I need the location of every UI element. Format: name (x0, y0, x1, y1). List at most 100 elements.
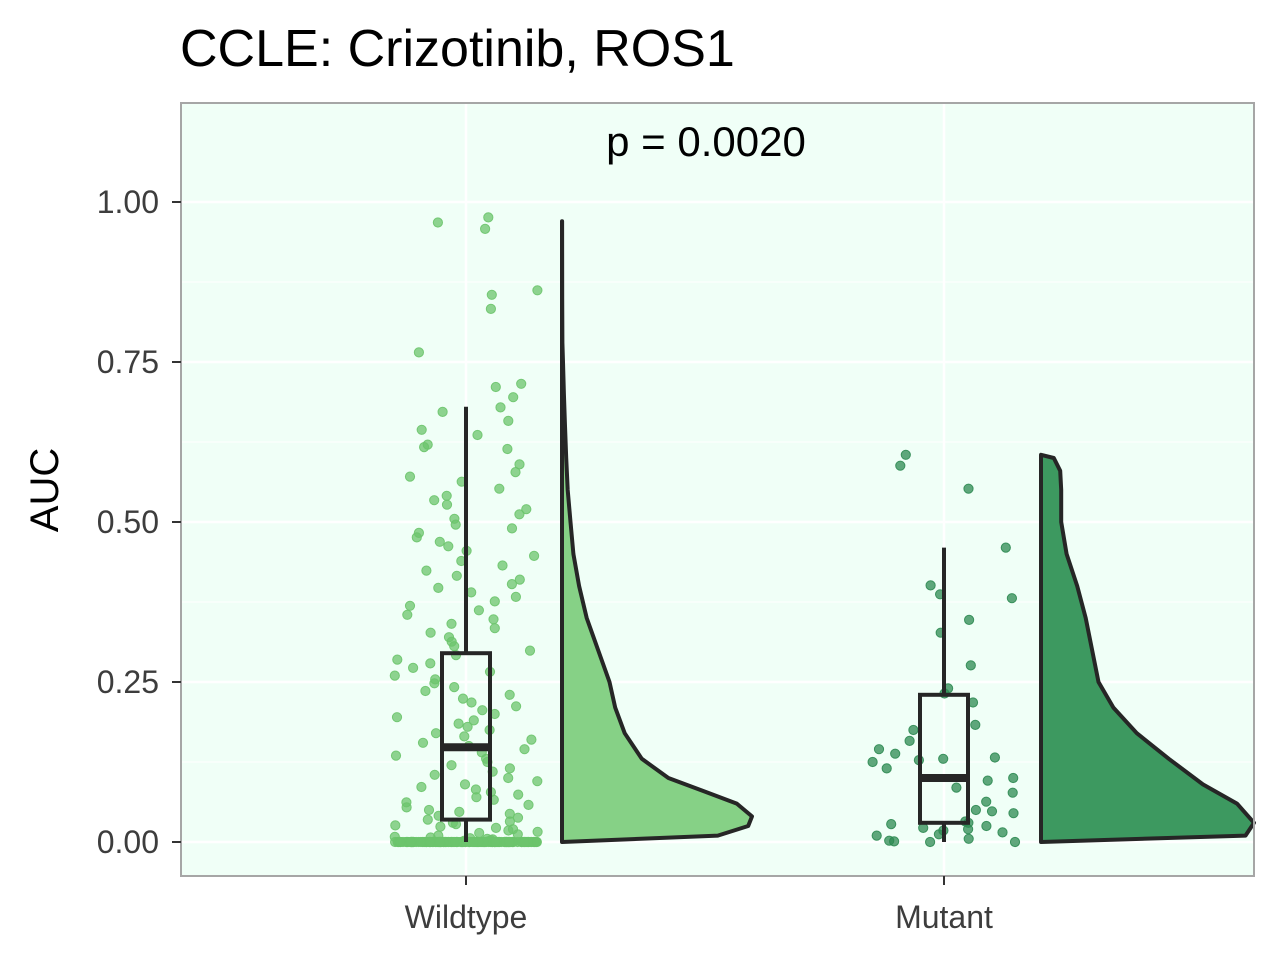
data-point (490, 381, 501, 393)
data-point (489, 596, 500, 607)
data-point (430, 728, 442, 739)
data-point (963, 833, 974, 844)
x-tick-label: Mutant (895, 899, 993, 935)
iqr-box (440, 651, 492, 822)
data-point (453, 718, 464, 729)
data-point (503, 772, 514, 784)
data-point (429, 769, 440, 780)
data-point (523, 799, 534, 811)
data-point (951, 782, 962, 793)
data-point (389, 670, 400, 681)
data-point (415, 836, 426, 848)
data-point (425, 658, 436, 669)
data-point (417, 737, 429, 748)
data-point (908, 724, 919, 736)
data-point (531, 836, 542, 848)
data-point (485, 303, 496, 314)
data-point (964, 614, 975, 626)
data-point (416, 781, 427, 793)
data-point (437, 406, 448, 417)
y-tick-label: 1.00 (97, 184, 159, 220)
data-point (502, 443, 513, 455)
data-point (1009, 836, 1021, 848)
data-point (486, 289, 497, 300)
density-violin (1039, 452, 1256, 844)
y-tick-label: 0.75 (97, 344, 159, 380)
data-point (938, 753, 949, 764)
data-point (981, 820, 992, 832)
data-point (521, 504, 532, 515)
data-point (459, 731, 470, 742)
data-point (989, 752, 1001, 763)
data-point (881, 763, 892, 774)
y-axis-label: AUC (23, 448, 67, 532)
data-point (519, 836, 530, 848)
data-point (526, 734, 537, 745)
y-tick-label: 0.00 (97, 824, 159, 860)
data-point (405, 836, 416, 848)
data-point (873, 744, 885, 755)
data-point (416, 424, 427, 435)
data-point (490, 822, 502, 834)
data-point (981, 796, 992, 807)
data-point (423, 804, 435, 816)
data-point (413, 347, 424, 358)
boxplot (440, 406, 492, 842)
data-point (506, 579, 517, 590)
x-tick-label: Wildtype (405, 899, 528, 935)
data-point (1008, 772, 1019, 784)
data-point (986, 806, 998, 817)
data-point (532, 285, 543, 296)
data-point (449, 682, 460, 693)
data-point (524, 645, 536, 656)
data-point (513, 789, 524, 800)
density-violin (560, 219, 754, 844)
data-point (404, 600, 416, 611)
data-point (420, 685, 431, 697)
chart-title: CCLE: Crizotinib, ROS1 (180, 20, 735, 78)
data-point (450, 519, 461, 530)
data-point (429, 678, 440, 689)
data-point (519, 744, 530, 755)
data-point (510, 701, 522, 712)
plot-border (180, 102, 1255, 877)
data-point (504, 836, 515, 848)
data-point (404, 471, 416, 482)
data-point (532, 826, 543, 837)
data-point (963, 483, 974, 494)
data-point (504, 689, 515, 700)
data-point (925, 580, 936, 591)
series-wildtype (389, 212, 754, 848)
data-point (514, 509, 525, 520)
data-point (970, 719, 981, 731)
data-point (1006, 593, 1018, 604)
data-point (419, 442, 430, 453)
data-point (443, 541, 454, 552)
data-point (449, 836, 460, 848)
data-point (904, 735, 915, 747)
data-point (449, 641, 460, 652)
data-point (1008, 808, 1019, 819)
data-point (466, 697, 477, 708)
data-point (392, 654, 403, 665)
data-point (457, 693, 469, 704)
data-point (982, 775, 993, 786)
data-point (435, 821, 446, 832)
data-point (434, 836, 446, 848)
data-point (1007, 787, 1018, 798)
data-point (451, 570, 462, 581)
y-tick-label: 0.25 (97, 664, 159, 700)
data-point (997, 827, 1008, 838)
data-point (925, 836, 936, 848)
data-point (970, 804, 982, 816)
iqr-box (918, 692, 970, 825)
data-point (474, 827, 485, 839)
data-point (473, 605, 484, 616)
data-point (468, 715, 479, 726)
p-value-annotation: p = 0.0020 (606, 118, 806, 165)
data-point (510, 591, 522, 603)
data-point (421, 565, 432, 576)
data-point (506, 523, 518, 534)
